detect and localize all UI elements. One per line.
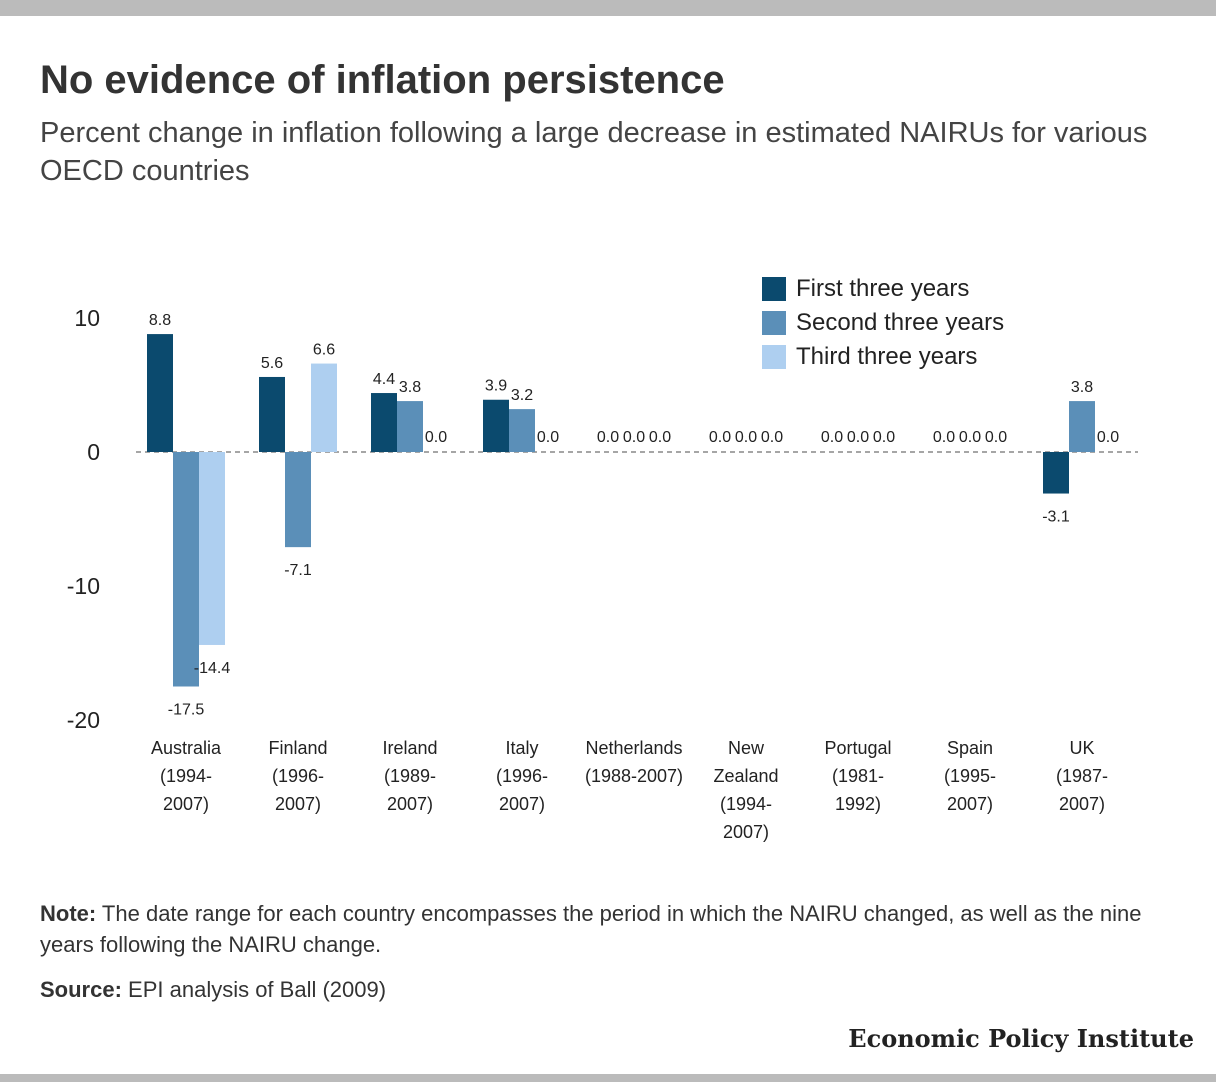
data-label: 0.0 (761, 429, 783, 446)
bar (1043, 452, 1069, 494)
legend-label-third: Third three years (796, 343, 978, 370)
data-label: 0.0 (597, 429, 619, 446)
data-label: 0.0 (709, 429, 731, 446)
data-label: 0.0 (821, 429, 843, 446)
data-label: 6.6 (313, 342, 335, 359)
x-category-label: 2007) (387, 794, 433, 814)
legend-swatch-third (762, 345, 786, 369)
data-label: 0.0 (959, 429, 981, 446)
note-text: The date range for each country encompas… (40, 901, 1142, 957)
data-label: 0.0 (537, 429, 559, 446)
x-category-label: (1996- (272, 766, 324, 786)
x-category-label: (1981- (832, 766, 884, 786)
chart-subtitle: Percent change in inflation following a … (40, 117, 1148, 187)
bar (259, 376, 285, 452)
bar (483, 399, 509, 452)
x-category-label: Ireland (382, 738, 437, 758)
legend-label-second: Second three years (796, 309, 1005, 336)
chart-note: Note: The date range for each country en… (40, 898, 1180, 960)
x-category-label: (1989- (384, 766, 436, 786)
x-category-label: 1992) (835, 794, 881, 814)
data-label: 0.0 (735, 429, 757, 446)
x-category-label: Australia (151, 738, 222, 758)
chart-title: No evidence of inflation persistence (40, 58, 725, 102)
legend-swatch-second (762, 311, 786, 335)
x-category-label: (1996- (496, 766, 548, 786)
data-label: 3.8 (399, 379, 421, 396)
data-label: 0.0 (933, 429, 955, 446)
legend-item-second: Second three years (762, 306, 1004, 340)
bar (199, 452, 225, 645)
x-category-label: Finland (268, 738, 327, 758)
data-label: 3.2 (511, 387, 533, 404)
x-category-label: (1987- (1056, 766, 1108, 786)
data-label: 3.9 (485, 378, 507, 395)
data-label: 0.0 (649, 429, 671, 446)
y-tick-label: -10 (67, 573, 100, 599)
legend-label-first: First three years (796, 275, 970, 302)
x-category-label: (1994- (720, 794, 772, 814)
x-category-label: Zealand (713, 766, 778, 786)
data-label: -3.1 (1042, 509, 1070, 526)
x-category-label: UK (1069, 738, 1094, 758)
bar (1069, 401, 1095, 452)
x-category-label: New (728, 738, 765, 758)
bar (285, 452, 311, 548)
data-label: -14.4 (194, 660, 231, 677)
bar-chart: 10 0 -10 -20 8.8 -17.5 -14.4 Australia (1994- 200… (67, 305, 1138, 842)
chart-source: Source: EPI analysis of Ball (2009) (40, 974, 386, 1005)
bar (397, 401, 423, 452)
data-label: 0.0 (985, 429, 1007, 446)
y-tick-label: 0 (87, 439, 100, 465)
bottom-border-bar (0, 1074, 1216, 1082)
x-category-label: Italy (505, 738, 538, 758)
note-label: Note: (40, 901, 97, 926)
x-category-label: 2007) (1059, 794, 1105, 814)
x-category-label: Netherlands (585, 738, 682, 758)
x-category-label: 2007) (163, 794, 209, 814)
x-category-label: Spain (947, 738, 993, 758)
y-tick-label: -20 (67, 707, 100, 733)
legend-swatch-first (762, 277, 786, 301)
x-category-label: (1995- (944, 766, 996, 786)
data-label: 4.4 (373, 371, 395, 388)
bar (173, 452, 199, 687)
data-label: -17.5 (168, 702, 205, 719)
x-category-label: (1994- (160, 766, 212, 786)
top-border-bar (0, 0, 1216, 16)
data-label: -7.1 (284, 562, 312, 579)
legend-item-first: First three years (762, 272, 1004, 306)
data-label: 0.0 (425, 429, 447, 446)
data-label: 8.8 (149, 312, 171, 329)
data-label: 0.0 (847, 429, 869, 446)
source-text: EPI analysis of Ball (2009) (121, 977, 387, 1002)
data-label: 0.0 (623, 429, 645, 446)
data-label: 5.6 (261, 355, 283, 372)
bar (371, 393, 397, 452)
bar (509, 409, 535, 452)
brand-logo-text: Economic Policy Institute (848, 1024, 1194, 1053)
chart-legend: First three years Second three years Thi… (762, 272, 1004, 374)
bar (147, 334, 173, 452)
x-category-label: 2007) (275, 794, 321, 814)
bar (311, 363, 337, 452)
legend-item-third: Third three years (762, 340, 1004, 374)
x-category-label: Portugal (824, 738, 891, 758)
x-category-label: (1988-2007) (585, 766, 683, 786)
x-category-label: 2007) (499, 794, 545, 814)
x-category-label: 2007) (723, 822, 769, 842)
y-tick-label: 10 (74, 305, 100, 331)
data-label: 0.0 (873, 429, 895, 446)
x-category-label: 2007) (947, 794, 993, 814)
source-label: Source: (40, 977, 122, 1002)
data-label: 3.8 (1071, 379, 1093, 396)
data-label: 0.0 (1097, 429, 1119, 446)
